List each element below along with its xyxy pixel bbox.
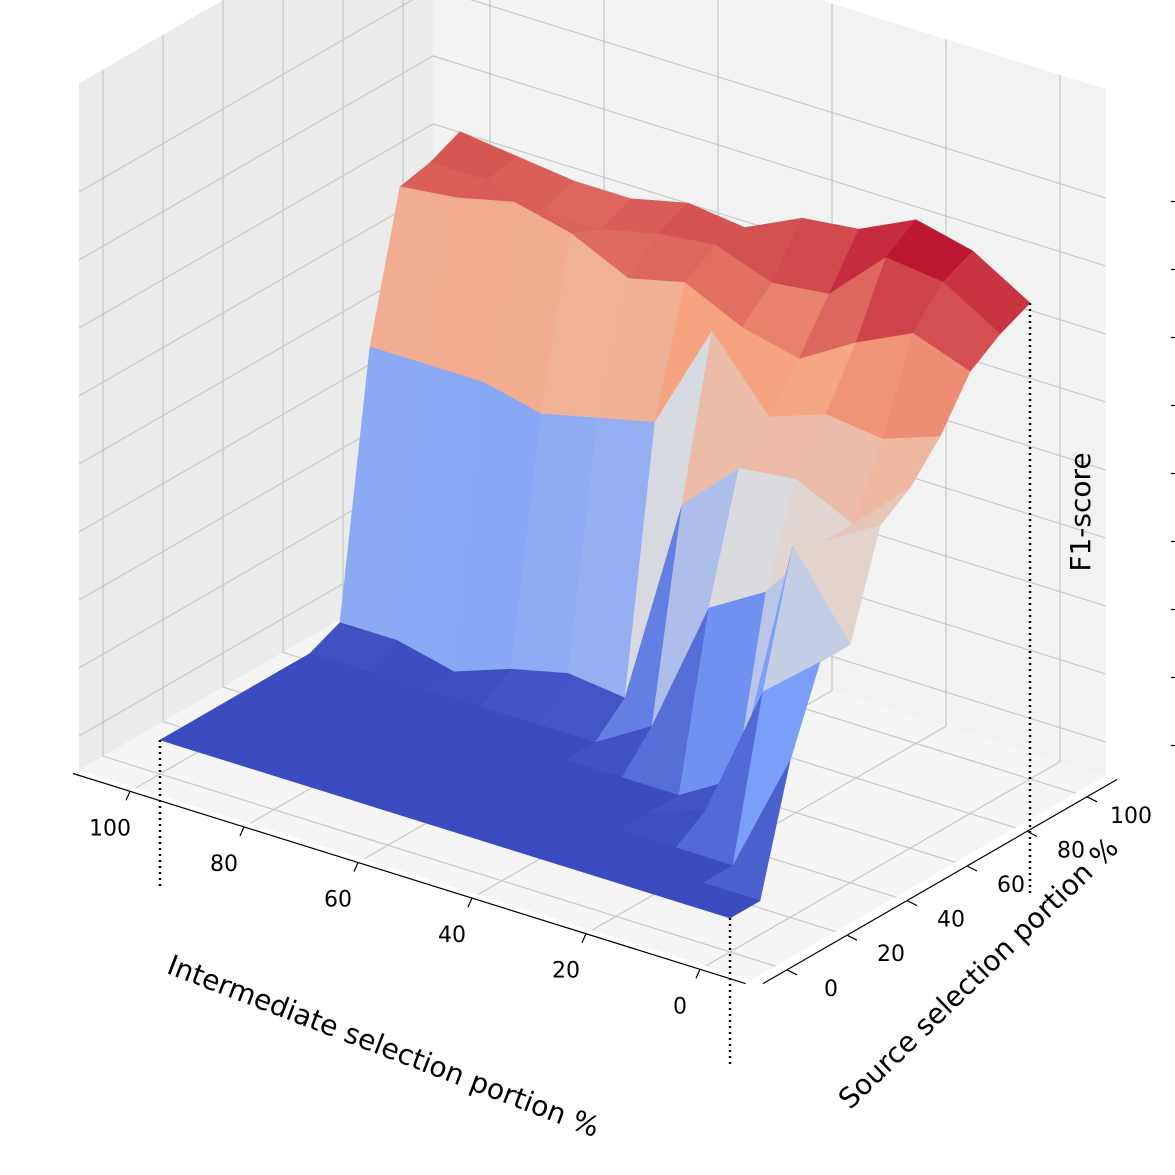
y-tick-label: 60 [997,873,1025,898]
x-tick [125,791,131,801]
x-tick [239,826,245,837]
y-axis-line [762,778,1118,985]
x-tick [581,933,587,943]
x-tick-label: 40 [438,923,466,948]
x-tick [353,862,359,872]
y-tick [906,900,918,907]
y-tick [1086,796,1098,803]
axis-lines [72,200,1175,985]
x-tick-label: 20 [552,959,580,984]
y-tick-label: 80 [1057,838,1085,863]
y-tick [1026,830,1038,837]
y-tick [846,934,858,941]
x-axis-label: Intermediate selection portion % [163,948,604,1144]
x-tick-label: 100 [89,816,131,841]
x-tick-label: 80 [210,852,238,877]
z-axis-label: F1-score [1064,452,1097,571]
x-tick-label: 0 [673,994,687,1019]
y-tick-label: 100 [1110,804,1152,829]
left-pane [79,0,433,770]
drop-lines [158,303,1032,1068]
y-tick-label: 40 [937,908,965,933]
tick-labels: 1008060402000204060801000102030405060708… [89,804,1152,1020]
grid-line-z [78,55,1106,267]
x-axis-line [72,772,746,985]
x-tick [695,969,701,979]
surface-facet [672,882,761,919]
y-tick-label: 20 [877,942,905,967]
x-tick [467,897,473,908]
surface-mesh [159,131,1031,919]
grid-line-y [102,69,776,967]
grid-line-x [705,74,1061,967]
y-tick [786,969,798,976]
y-tick [966,865,978,872]
y-tick-label: 0 [824,977,838,1002]
x-tick-label: 60 [324,888,352,913]
grid-line-z [78,0,1106,199]
